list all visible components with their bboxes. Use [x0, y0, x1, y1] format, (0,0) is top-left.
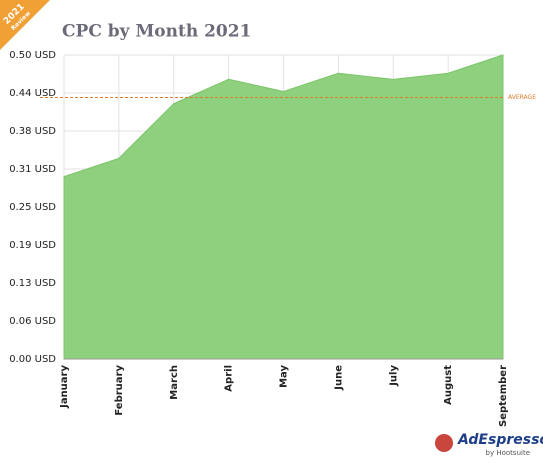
y-tick-label: 0.44 USD	[9, 88, 56, 99]
x-tick-label: July	[388, 365, 399, 387]
y-tick-label: 0.31 USD	[9, 164, 56, 175]
y-tick-label: 0.19 USD	[9, 240, 56, 251]
y-tick-label: 0.00 USD	[9, 354, 56, 365]
y-tick-label: 0.13 USD	[9, 278, 56, 289]
chart-title: CPC by Month 2021	[62, 22, 251, 42]
x-tick-label: February	[114, 365, 125, 416]
average-label: AVERAGE	[508, 94, 536, 101]
area	[63, 54, 504, 360]
y-tick-label: 0.06 USD	[9, 316, 56, 327]
y-tick-label: 0.38 USD	[9, 126, 56, 137]
x-tick-label: May	[279, 365, 290, 388]
x-tick-label: April	[224, 365, 235, 392]
y-tick-label: 0.25 USD	[9, 202, 56, 213]
y-tick-label: 0.50 USD	[9, 50, 56, 61]
x-tick-label: March	[169, 365, 180, 400]
x-tick-label: August	[443, 365, 454, 405]
badge	[0, 0, 50, 50]
logo-icon	[435, 434, 453, 452]
logo-sub: by Hootsuite	[486, 449, 530, 457]
x-tick-label: June	[333, 365, 344, 391]
x-tick-label: September	[498, 365, 509, 427]
logo-brand: AdEspresso	[457, 432, 543, 448]
x-tick-label: January	[59, 365, 70, 409]
